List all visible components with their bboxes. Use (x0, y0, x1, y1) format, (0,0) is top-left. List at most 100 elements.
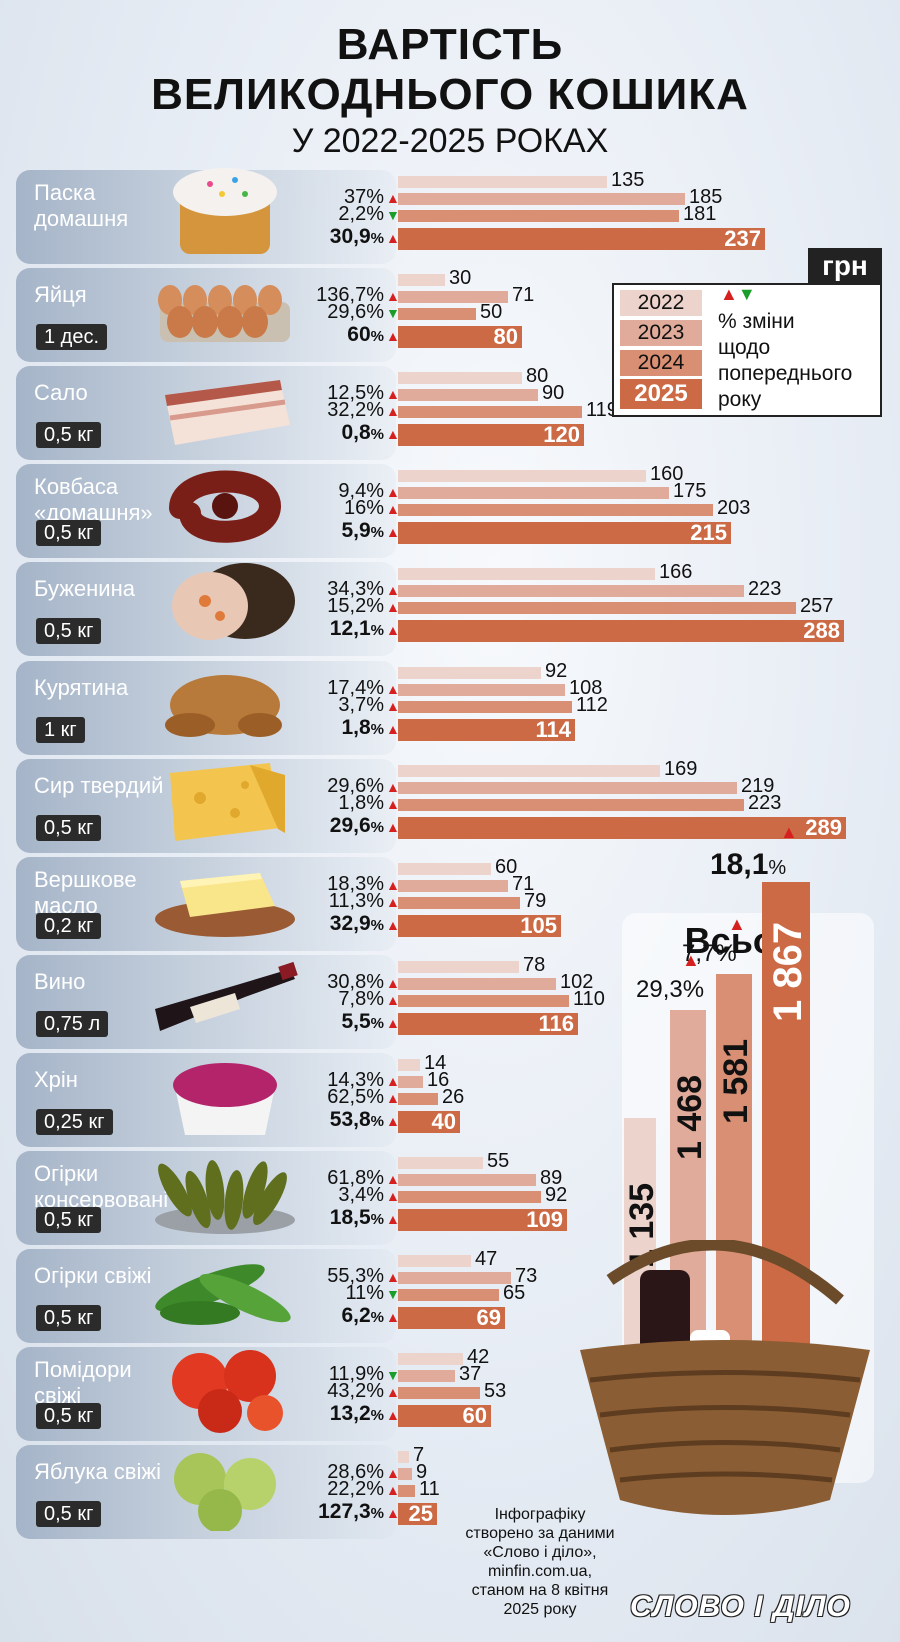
bar-2024 (398, 406, 582, 419)
bar-value-label: 288 (803, 618, 840, 644)
legend-text-1: % зміни (718, 310, 795, 333)
product-quantity: 0,5 кг (36, 1207, 102, 1233)
bar-2022 (398, 666, 541, 679)
easter-cake-icon (150, 164, 300, 261)
total-value-label: 1 867 (766, 921, 810, 1022)
arrow-up-icon: ▲ (386, 524, 400, 541)
bar-2025 (398, 424, 584, 447)
bar-2025 (398, 228, 765, 250)
bar-2024 (398, 1092, 438, 1105)
percent-change: 127,3% ▲ (318, 1500, 400, 1524)
bar-2025 (398, 326, 522, 349)
percent-change: 12,1% ▲ (329, 617, 400, 641)
percent-change: 12,5% ▲ (327, 382, 400, 405)
bar-value-label: 92 (545, 659, 568, 682)
bar-value-label: 112 (576, 693, 608, 716)
bar-2025 (398, 914, 561, 937)
total-value-label: 1 468 (671, 1074, 709, 1160)
legend-swatch-2024: 2024 (620, 350, 702, 376)
arrow-up-icon: ▲ (386, 680, 400, 697)
percent-change: 1,8% ▲ (338, 791, 400, 814)
percent-change: 15,2% ▲ (327, 595, 400, 618)
arrow-up-icon: ▲ (386, 991, 400, 1008)
arrow-up-icon: ▲ (682, 950, 700, 970)
bar-value-label: 90 (542, 382, 565, 405)
percent-change: 34,3% ▲ (327, 578, 400, 601)
bar-value-label: 223 (748, 791, 782, 814)
product-name: Буженина (34, 576, 135, 602)
percent-change: 5,5% ▲ (341, 1009, 400, 1033)
bar-2023 (398, 1468, 412, 1481)
bar-value-label: 110 (573, 987, 605, 1010)
bar-2022 (398, 568, 655, 581)
bar-2025 (398, 718, 575, 741)
bar-value-label: 60 (495, 855, 518, 878)
bar-2023 (398, 1075, 423, 1088)
percent-change: 14,3% ▲ (327, 1068, 400, 1091)
bar-value-label: 135 (611, 169, 645, 191)
arrow-up-icon: ▲ (386, 582, 400, 599)
bar-value-label: 69 (476, 1305, 501, 1331)
percent-change: 30,9% ▲ (329, 225, 400, 248)
arrow-up-icon: ▲ (386, 426, 400, 443)
arrow-up-icon: ▲ (386, 599, 400, 616)
arrow-up-icon: ▲ (386, 1269, 400, 1286)
arrow-up-icon: ▲ (386, 403, 400, 420)
arrow-up-icon: ▲ (386, 893, 400, 910)
bar-2024 (398, 700, 572, 713)
percent-change: 60% ▲ (347, 323, 400, 347)
bar-2023 (398, 1272, 511, 1285)
percent-change: 29,6% ▼ (327, 301, 400, 324)
product-name: Помідори свіжі (34, 1357, 132, 1409)
percent-change: 2,2% ▼ (338, 203, 400, 225)
bar-2025 (398, 1209, 567, 1231)
bar-2024 (398, 210, 679, 222)
percent-change: 16% ▲ (343, 497, 400, 520)
arrow-up-icon: ▲ (386, 1171, 400, 1187)
percent-change: 1,8% ▲ (341, 715, 400, 739)
percent-change: 37% ▲ (343, 186, 400, 208)
total-title: Всього (684, 920, 812, 961)
bar-2025 (398, 816, 846, 839)
percent-change: 55,3% ▲ (327, 1265, 400, 1288)
bar-2024 (398, 798, 744, 811)
chart-title-line2: ВЕЛИКОДНЬОГО КОШИКА (151, 70, 749, 119)
percent-change: 28,6% ▲ (327, 1461, 400, 1484)
bar-value-label: 119 (586, 399, 618, 422)
bar-2022 (398, 764, 660, 777)
product-name: Сало (34, 380, 88, 406)
bar-2024 (398, 1289, 499, 1302)
product-quantity: 0,75 л (36, 1010, 109, 1037)
bar-value-label: 185 (689, 186, 723, 208)
percent-change: 11% ▼ (345, 1282, 400, 1305)
arrow-up-icon: ▲ (386, 484, 400, 501)
bar-2022 (398, 176, 607, 188)
bar-value-label: 11 (419, 1478, 440, 1501)
percent-change: 5,9% ▲ (341, 519, 400, 543)
bar-2025 (398, 522, 731, 545)
bar-value-label: 89 (540, 1167, 563, 1189)
bar-value-label: 25 (408, 1501, 433, 1527)
bar-value-label: 71 (512, 872, 535, 895)
percent-change: 61,8% ▲ (327, 1167, 400, 1189)
bar-2022 (398, 470, 646, 483)
percent-change: 9,4% ▲ (338, 480, 400, 503)
total-value-label: 1 581 (717, 1038, 755, 1124)
horseradish-icon (150, 1047, 300, 1144)
arrow-up-icon: ▲ (386, 622, 400, 639)
total-percent-change: 7,7% (682, 940, 737, 967)
bar-value-label: 53 (484, 1380, 507, 1403)
product-name: Яйця (34, 282, 87, 308)
arrow-up-icon: ▲ (728, 914, 746, 934)
arrow-up-icon: ▲ (386, 778, 400, 795)
bar-2025 (398, 1012, 578, 1035)
bar-value-label: 175 (673, 480, 707, 503)
legend-text-2: щодо (718, 336, 771, 359)
product-quantity: 0,25 кг (36, 1108, 113, 1135)
arrow-up-icon: ▲ (386, 1309, 400, 1326)
unit-badge: грн (808, 248, 882, 284)
product-name: Вино (34, 968, 86, 994)
arrow-up-icon: ▲ (386, 974, 400, 991)
arrow-up-icon: ▲ (386, 328, 400, 345)
bar-2025 (398, 1405, 491, 1428)
